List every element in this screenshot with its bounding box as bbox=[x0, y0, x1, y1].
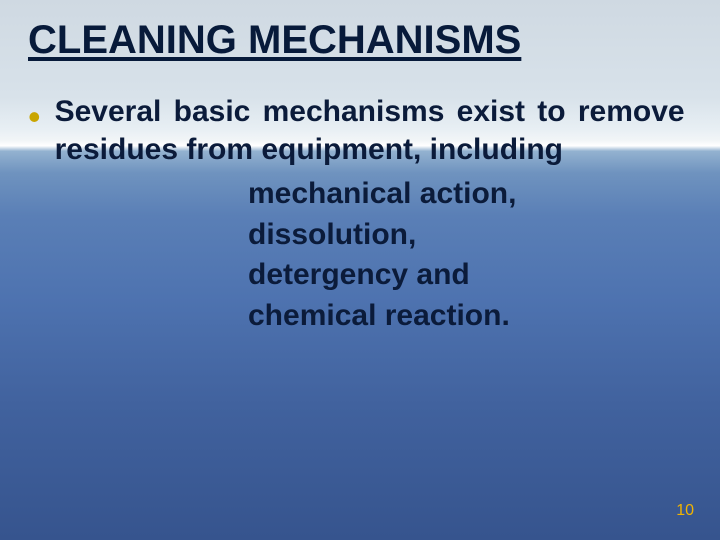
slide-body: • Several basic mechanisms exist to remo… bbox=[28, 93, 692, 336]
bullet-icon: • bbox=[28, 99, 41, 135]
sub-list: mechanical action, dissolution, detergen… bbox=[248, 174, 692, 336]
slide: CLEANING MECHANISMS • Several basic mech… bbox=[0, 0, 720, 540]
sub-item: chemical reaction. bbox=[248, 296, 692, 337]
lead-text: Several basic mechanisms exist to remove… bbox=[55, 93, 685, 168]
sub-item: detergency and bbox=[248, 255, 692, 296]
sub-item: dissolution, bbox=[248, 215, 692, 256]
page-number: 10 bbox=[676, 502, 694, 520]
bullet-row: • Several basic mechanisms exist to remo… bbox=[28, 93, 692, 168]
slide-title: CLEANING MECHANISMS bbox=[28, 18, 692, 63]
sub-item: mechanical action, bbox=[248, 174, 692, 215]
